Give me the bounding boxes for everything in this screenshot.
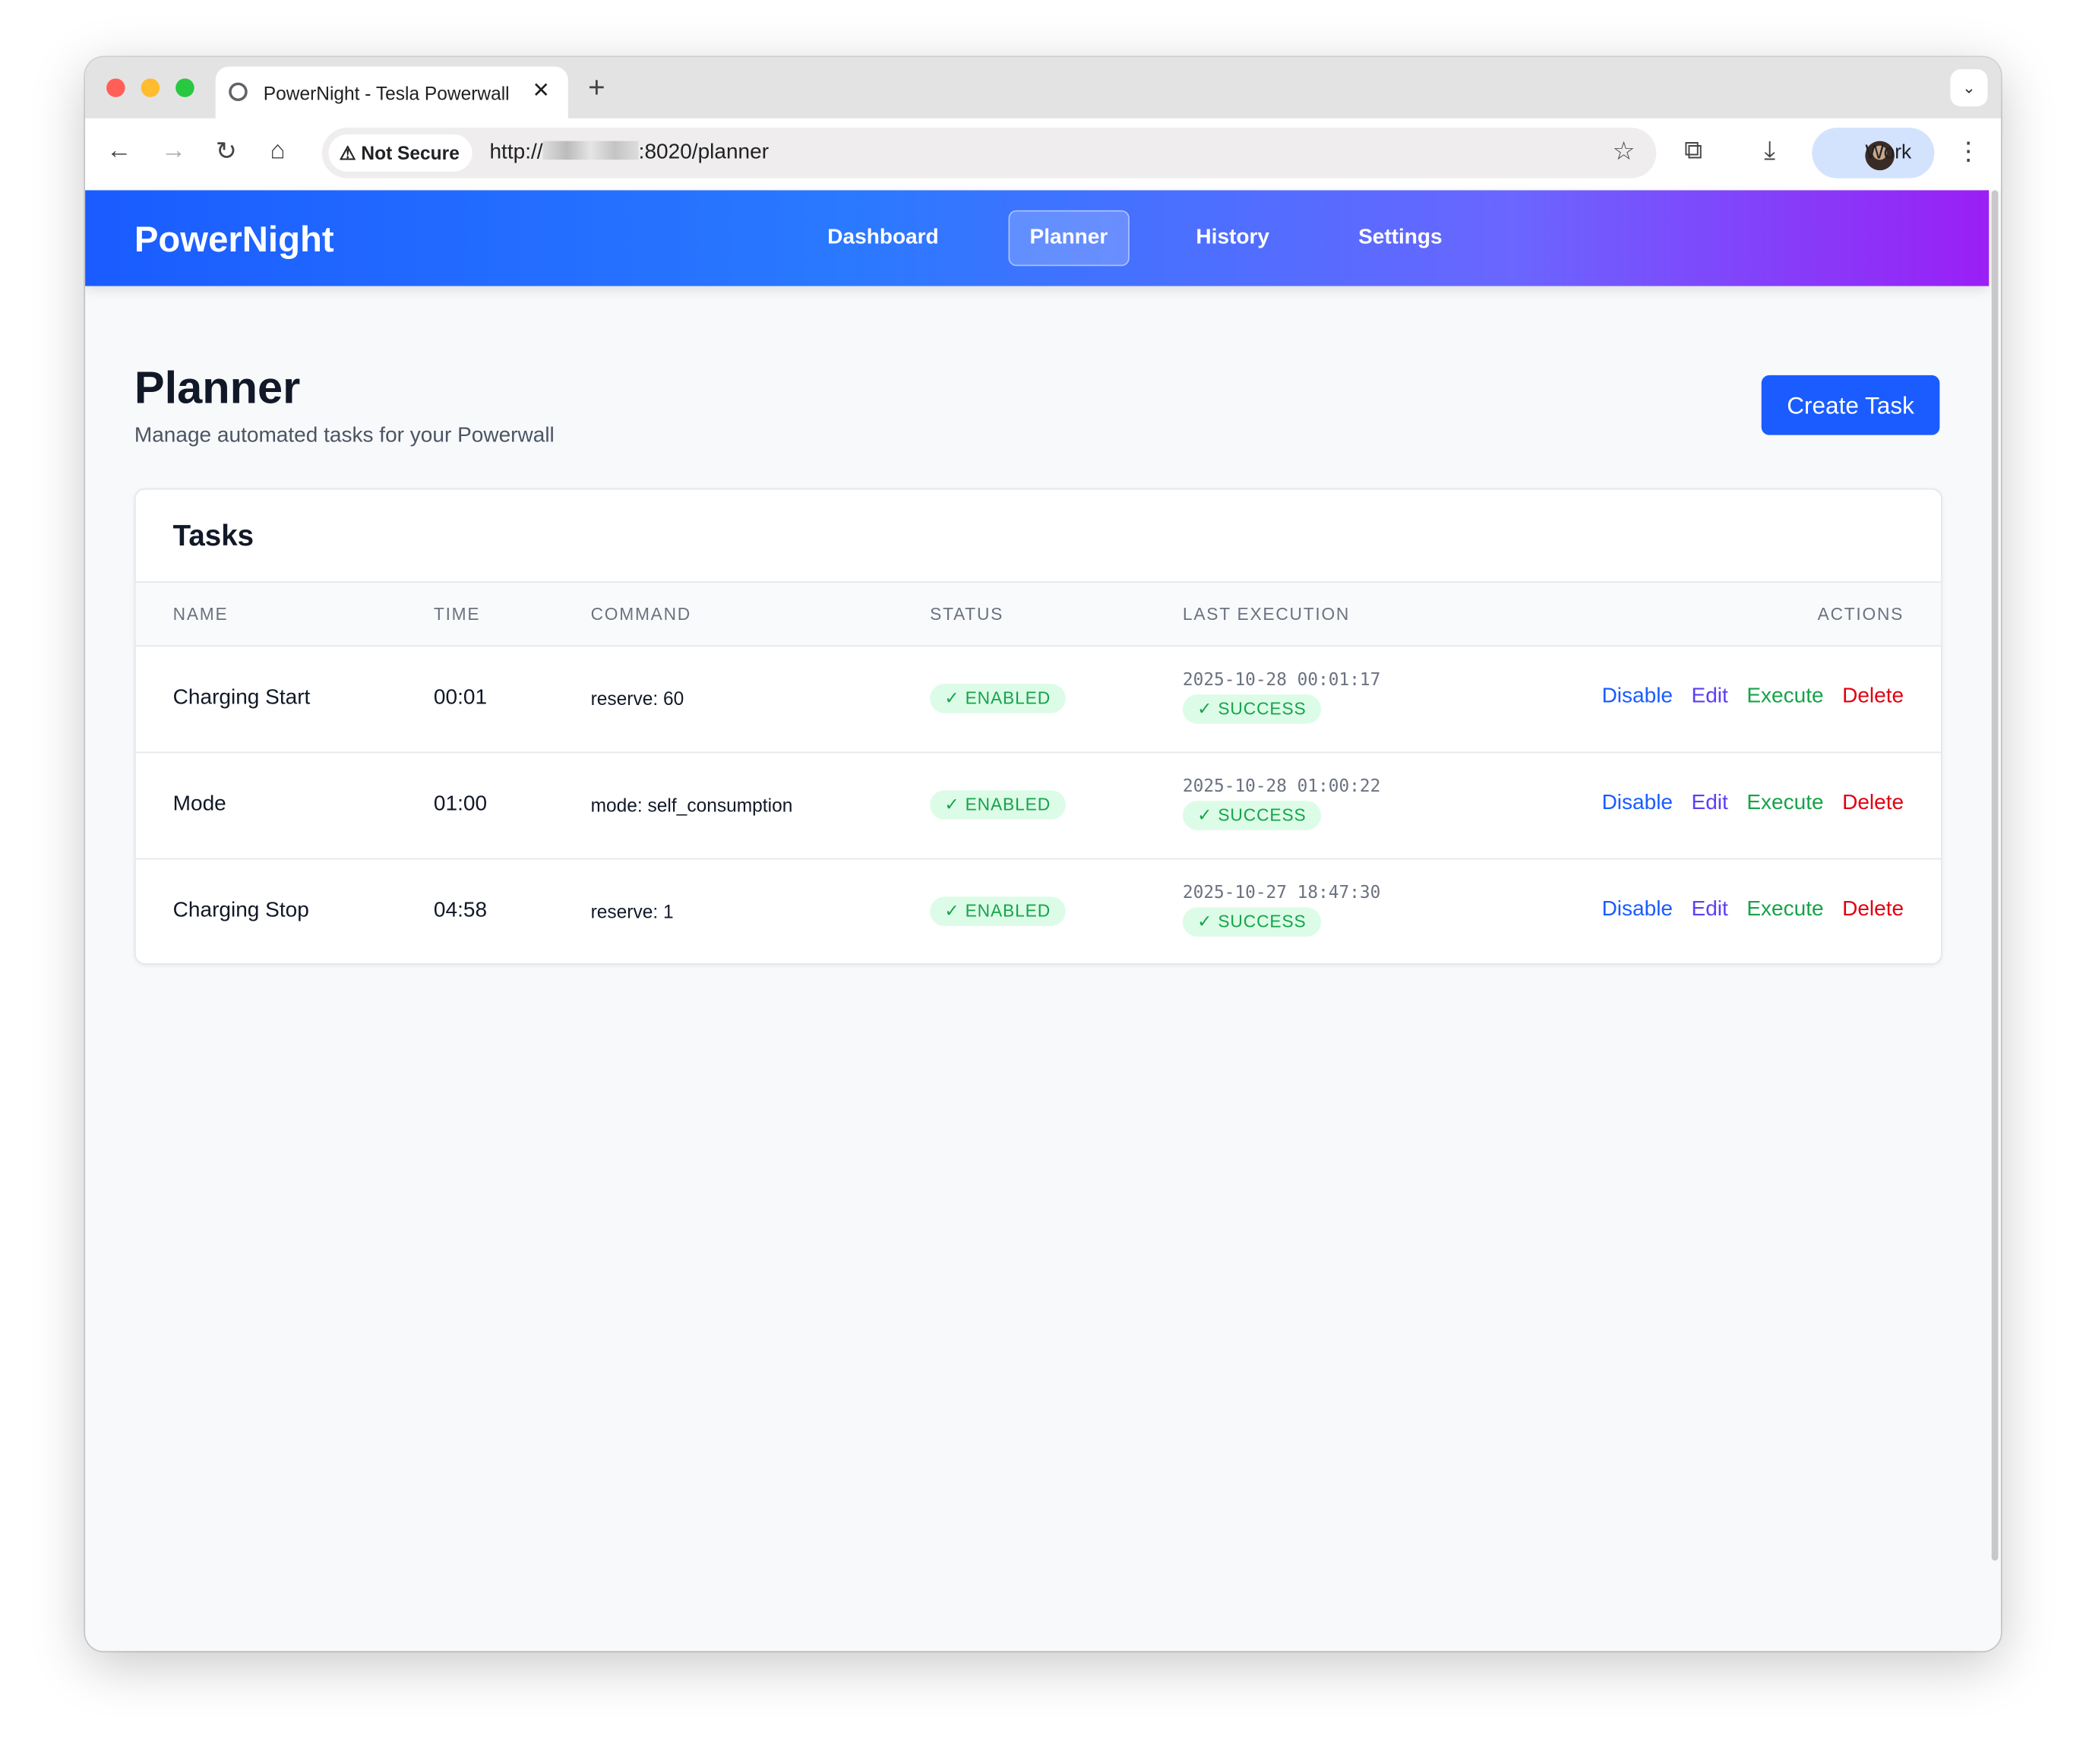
delete-button[interactable]: Delete <box>1842 898 1904 921</box>
nav-dashboard[interactable]: Dashboard <box>827 226 939 249</box>
security-chip[interactable]: ⚠ Not Secure <box>328 134 473 172</box>
result-badge: ✓ SUCCESS <box>1182 801 1321 830</box>
close-tab-icon[interactable]: ✕ <box>532 80 550 103</box>
tasks-card: Tasks NAME TIME COMMAND STATUS LAST EXEC… <box>134 488 1942 965</box>
column-name: NAME <box>172 604 229 624</box>
check-icon: ✓ <box>1197 805 1213 825</box>
execute-button[interactable]: Execute <box>1746 898 1824 921</box>
reload-icon[interactable]: ↻ <box>215 138 237 166</box>
browser-toolbar: ← → ↻ ⌂ ⚠ Not Secure http:// :8020/planne… <box>85 118 2001 191</box>
task-name: Charging Stop <box>172 899 309 922</box>
new-tab-button[interactable]: + <box>588 70 605 104</box>
brand-logo[interactable]: PowerNight <box>134 219 334 260</box>
row-actions: Disable Edit Execute Delete <box>1583 792 1904 816</box>
create-task-button[interactable]: Create Task <box>1761 375 1940 435</box>
app-navbar: PowerNight Dashboard Planner History Set… <box>85 190 1990 286</box>
disable-button[interactable]: Disable <box>1601 684 1674 708</box>
result-text: SUCCESS <box>1218 911 1307 931</box>
row-actions: Disable Edit Execute Delete <box>1583 685 1904 710</box>
warning-icon: ⚠ <box>339 142 362 164</box>
table-row: Mode 01:00 mode: self_consumption ✓ ENAB… <box>135 751 1942 860</box>
url-suffix: :8020/planner <box>638 141 770 164</box>
page-title: Planner <box>134 363 301 414</box>
last-execution-time: 2025-10-27 18:47:30 <box>1182 883 1381 904</box>
browser-window: PowerNight - Tesla Powerwall ✕ + ⌄ ← → ↻… <box>85 57 2001 1652</box>
maximize-window-button[interactable] <box>175 78 194 97</box>
column-time: TIME <box>433 604 481 624</box>
table-row: Charging Stop 04:58 reserve: 1 ✓ ENABLED… <box>136 858 1942 963</box>
execute-button[interactable]: Execute <box>1746 792 1824 814</box>
result-badge: ✓ SUCCESS <box>1182 694 1321 724</box>
back-icon[interactable]: ← <box>106 137 132 166</box>
column-last-execution: LAST EXECUTION <box>1182 604 1351 624</box>
table-header: NAME TIME COMMAND STATUS LAST EXECUTION … <box>135 581 1942 647</box>
disable-button[interactable]: Disable <box>1601 792 1674 814</box>
task-command: reserve: 60 <box>590 688 684 710</box>
scrollbar[interactable] <box>1989 190 2001 1561</box>
check-icon: ✓ <box>1197 911 1213 931</box>
status-text: ENABLED <box>965 900 1051 921</box>
execute-button[interactable]: Execute <box>1746 684 1824 708</box>
status-badge: ✓ ENABLED <box>930 684 1066 713</box>
forward-icon[interactable]: → <box>160 137 187 166</box>
column-actions: ACTIONS <box>1817 604 1904 624</box>
delete-button[interactable]: Delete <box>1842 792 1904 814</box>
delete-button[interactable]: Delete <box>1842 684 1904 708</box>
globe-icon <box>229 82 248 102</box>
nav-settings[interactable]: Settings <box>1358 226 1443 249</box>
task-command: mode: self_consumption <box>590 794 793 816</box>
task-name: Mode <box>172 792 226 816</box>
task-time: 01:00 <box>433 792 488 816</box>
edit-button[interactable]: Edit <box>1691 792 1728 814</box>
status-badge: ✓ ENABLED <box>930 896 1066 926</box>
address-bar[interactable]: ⚠ Not Secure http:// :8020/planner ☆ <box>321 128 1657 179</box>
url-text[interactable]: http:// :8020/planner <box>489 141 769 166</box>
tab-title: PowerNight - Tesla Powerwall <box>263 82 510 104</box>
check-icon: ✓ <box>944 794 960 814</box>
check-icon: ✓ <box>944 900 960 921</box>
disable-button[interactable]: Disable <box>1601 898 1674 921</box>
menu-kebab-icon[interactable]: ⋮ <box>1955 138 1981 166</box>
tab-bar: PowerNight - Tesla Powerwall ✕ + ⌄ <box>85 57 2001 120</box>
last-execution-time: 2025-10-28 01:00:22 <box>1182 776 1381 798</box>
security-label: Not Secure <box>361 142 460 164</box>
result-text: SUCCESS <box>1218 805 1307 825</box>
nav-history[interactable]: History <box>1196 226 1269 249</box>
extensions-icon[interactable]: ⧉ <box>1684 137 1702 166</box>
page-subtitle: Manage automated tasks for your Powerwal… <box>134 424 555 447</box>
task-time: 00:01 <box>433 686 488 710</box>
status-text: ENABLED <box>965 688 1051 708</box>
avatar <box>1865 141 1895 171</box>
redacted-host <box>542 141 639 160</box>
status-badge: ✓ ENABLED <box>930 790 1066 820</box>
edit-button[interactable]: Edit <box>1691 898 1728 921</box>
check-icon: ✓ <box>944 688 960 708</box>
download-icon[interactable]: ⤓ <box>1764 137 1775 166</box>
status-text: ENABLED <box>965 794 1051 814</box>
close-window-button[interactable] <box>106 78 125 97</box>
task-command: reserve: 1 <box>590 900 674 922</box>
last-execution-time: 2025-10-28 00:01:17 <box>1182 670 1381 691</box>
minimize-window-button[interactable] <box>141 78 160 97</box>
profile-button[interactable]: Work <box>1812 128 1935 179</box>
profile-name: Work <box>1865 141 1912 164</box>
column-status: STATUS <box>930 604 1004 624</box>
task-name: Charging Start <box>172 686 311 710</box>
result-badge: ✓ SUCCESS <box>1182 907 1321 937</box>
row-actions: Disable Edit Execute Delete <box>1583 898 1904 922</box>
tab-search-chevron-icon[interactable]: ⌄ <box>1950 69 1988 107</box>
tasks-title: Tasks <box>172 519 254 552</box>
nav-planner[interactable]: Planner <box>1008 210 1130 267</box>
edit-button[interactable]: Edit <box>1691 684 1728 708</box>
result-text: SUCCESS <box>1218 698 1307 719</box>
column-command: COMMAND <box>590 604 691 624</box>
browser-tab[interactable]: PowerNight - Tesla Powerwall ✕ <box>215 66 568 120</box>
bookmark-star-icon[interactable]: ☆ <box>1612 138 1636 166</box>
table-row: Charging Start 00:01 reserve: 60 ✓ ENABL… <box>135 645 1942 754</box>
home-icon[interactable]: ⌂ <box>270 137 286 166</box>
url-prefix: http:// <box>489 141 543 164</box>
task-time: 04:58 <box>433 899 488 922</box>
check-icon: ✓ <box>1197 698 1213 719</box>
